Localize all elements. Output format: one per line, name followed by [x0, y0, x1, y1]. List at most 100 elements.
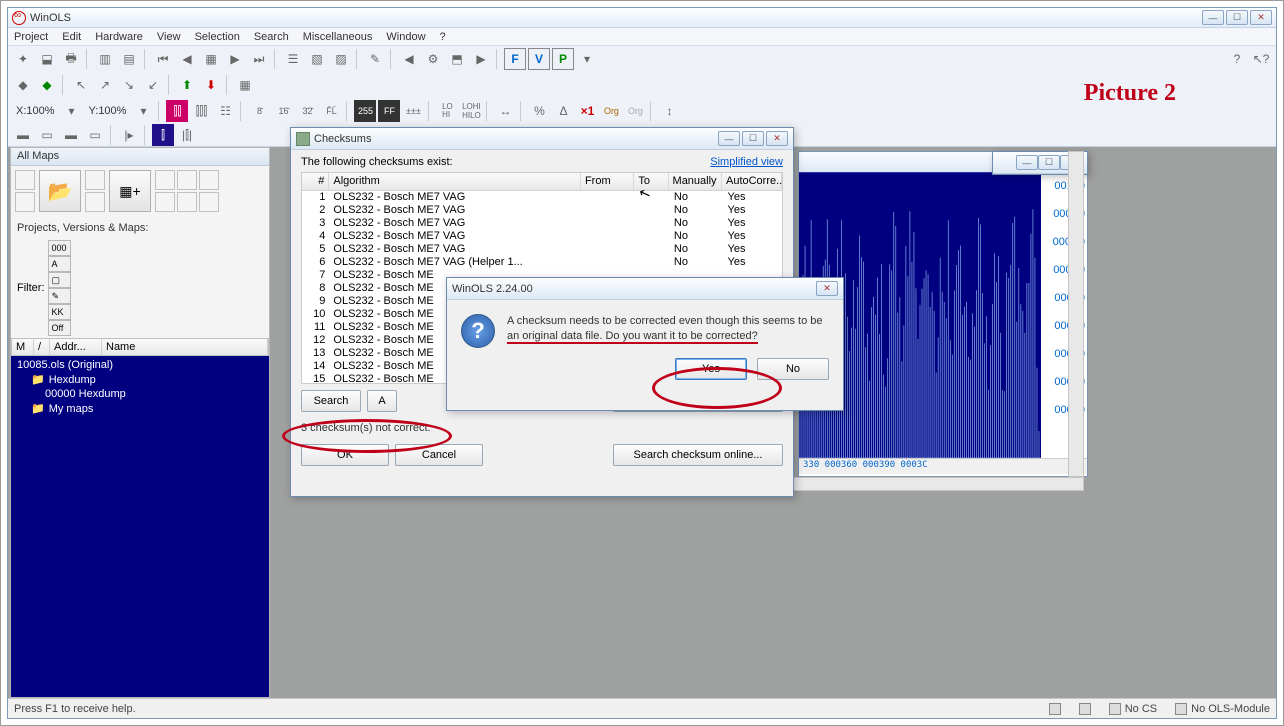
nav-first-icon[interactable]: ⏮	[152, 48, 174, 70]
tool-icon[interactable]: ⬓	[36, 48, 58, 70]
yes-button[interactable]: Yes	[675, 358, 747, 380]
filter-button[interactable]: ✎	[48, 288, 71, 304]
view-icon[interactable]: ☷	[214, 100, 236, 122]
view-icon[interactable]: ⫿⫿⫿	[190, 100, 212, 122]
tool-icon[interactable]: ▦	[234, 74, 256, 96]
bits-icon[interactable]: 3̄2̄	[296, 100, 318, 122]
menu-view[interactable]: View	[157, 31, 181, 43]
tool-icon[interactable]	[199, 170, 219, 190]
tool-icon[interactable]: ↗	[94, 74, 116, 96]
view-icon[interactable]: ⫿⫿	[166, 100, 188, 122]
tool-icon[interactable]	[155, 170, 175, 190]
menu-search[interactable]: Search	[254, 31, 289, 43]
p-icon[interactable]: P	[552, 48, 574, 70]
tree-row[interactable]: 📁My maps	[11, 401, 269, 416]
new-map-button[interactable]: ▦+	[109, 170, 151, 212]
tool-icon[interactable]: 255	[354, 100, 376, 122]
col-man[interactable]: Manually	[669, 173, 722, 190]
col-slash[interactable]: /	[34, 339, 50, 355]
tool-icon[interactable]: ⚙	[422, 48, 444, 70]
checksum-row[interactable]: 6OLS232 - Bosch ME7 VAG (Helper 1...NoYe…	[302, 256, 782, 269]
tree-row[interactable]: 00000 Hexdump	[11, 387, 269, 401]
tool-icon[interactable]: ⬇	[200, 74, 222, 96]
tree-row[interactable]: 📁Hexdump	[11, 372, 269, 387]
bits-icon[interactable]: 1̄6̄	[272, 100, 294, 122]
menu-selection[interactable]: Selection	[195, 31, 240, 43]
menu-miscellaneous[interactable]: Miscellaneous	[303, 31, 373, 43]
v-icon[interactable]: V	[528, 48, 550, 70]
tool-icon[interactable]	[15, 192, 35, 212]
nav-next-icon[interactable]: ▶	[224, 48, 246, 70]
tool-icon[interactable]: ▭	[36, 124, 58, 146]
checksum-row[interactable]: 5OLS232 - Bosch ME7 VAGNoYes	[302, 243, 782, 256]
x1-icon[interactable]: ×1	[576, 100, 598, 122]
whats-this-icon[interactable]: ↖?	[1250, 48, 1272, 70]
open-folder-button[interactable]: 📂	[39, 170, 81, 212]
tree-row[interactable]: 10085.ols (Original)	[11, 358, 269, 372]
maximize-button[interactable]: ☐	[1226, 10, 1248, 25]
tool-icon[interactable]: ⫿	[152, 124, 174, 146]
dropdown-icon[interactable]: ▾	[576, 48, 598, 70]
menu-hardware[interactable]: Hardware	[95, 31, 143, 43]
nav-prev-icon[interactable]: ◀	[176, 48, 198, 70]
filter-button[interactable]: A	[48, 256, 71, 272]
tool-icon[interactable]: ◆	[12, 74, 34, 96]
col-alg[interactable]: Algorithm	[329, 173, 581, 190]
tool-icon[interactable]: FF	[378, 100, 400, 122]
apply-button[interactable]: A	[367, 390, 397, 412]
col-addr[interactable]: Addr...	[50, 339, 102, 355]
tool-icon[interactable]: ⬒	[446, 48, 468, 70]
menu-edit[interactable]: Edit	[62, 31, 81, 43]
tool-icon[interactable]: LOHIHILO	[460, 100, 482, 122]
ok-button[interactable]: OK	[301, 444, 389, 466]
tool-icon[interactable]	[177, 170, 197, 190]
tool-icon[interactable]: ↔	[494, 100, 516, 122]
tool-icon[interactable]: ▧	[306, 48, 328, 70]
tool-icon[interactable]	[85, 170, 105, 190]
delta-icon[interactable]: Δ	[552, 100, 574, 122]
nav-last-icon[interactable]: ⏭	[248, 48, 270, 70]
tool-icon[interactable]: ✎	[364, 48, 386, 70]
tool-icon[interactable]: ▭	[84, 124, 106, 146]
tool-icon[interactable]: ↕	[658, 100, 680, 122]
close-button[interactable]: ✕	[816, 281, 838, 296]
grid-icon[interactable]: ▦	[200, 48, 222, 70]
help-icon[interactable]: ?	[1226, 48, 1248, 70]
minimize-button[interactable]: —	[718, 131, 740, 146]
close-button[interactable]: ✕	[1250, 10, 1272, 25]
cancel-button[interactable]: Cancel	[395, 444, 483, 466]
no-button[interactable]: No	[757, 358, 829, 380]
dropdown-icon[interactable]: ▾	[61, 100, 83, 122]
tool-icon[interactable]: ±±±	[402, 100, 424, 122]
tool-icon[interactable]	[15, 170, 35, 190]
search-online-button[interactable]: Search checksum online...	[613, 444, 783, 466]
org-icon[interactable]: Org	[600, 100, 622, 122]
maximize-button[interactable]: ☐	[742, 131, 764, 146]
menu-?[interactable]: ?	[440, 31, 446, 43]
tool-icon[interactable]: ↘	[118, 74, 140, 96]
tool-icon[interactable]: |▸	[118, 124, 140, 146]
menu-window[interactable]: Window	[386, 31, 425, 43]
tree-body[interactable]: 10085.ols (Original)📁Hexdump00000 Hexdum…	[11, 356, 269, 697]
maximize-button[interactable]: ☐	[1038, 155, 1060, 170]
tool-icon[interactable]	[155, 192, 175, 212]
tool-icon[interactable]: ▥	[94, 48, 116, 70]
search-button[interactable]: Search	[301, 390, 361, 412]
percent-icon[interactable]: %	[528, 100, 550, 122]
bits-icon[interactable]: 8̄	[248, 100, 270, 122]
col-from[interactable]: From	[581, 173, 634, 190]
dropdown-icon[interactable]: ▾	[132, 100, 154, 122]
tool-icon[interactable]	[177, 192, 197, 212]
filter-button[interactable]: 000	[48, 240, 71, 256]
checksum-row[interactable]: 2OLS232 - Bosch ME7 VAGNoYes	[302, 204, 782, 217]
tool-icon[interactable]: ⬆	[176, 74, 198, 96]
minimize-button[interactable]: —	[1016, 155, 1038, 170]
nav-icon[interactable]: ◀	[398, 48, 420, 70]
bits-icon[interactable]: F̄L̄	[320, 100, 342, 122]
close-button[interactable]: ✕	[766, 131, 788, 146]
scrollbar[interactable]	[1068, 151, 1084, 477]
col-num[interactable]: #	[302, 173, 329, 190]
org-icon[interactable]: Org	[624, 100, 646, 122]
tool-icon[interactable]: |⫿|	[176, 124, 198, 146]
checksum-row[interactable]: 1OLS232 - Bosch ME7 VAGNoYes	[302, 191, 782, 204]
